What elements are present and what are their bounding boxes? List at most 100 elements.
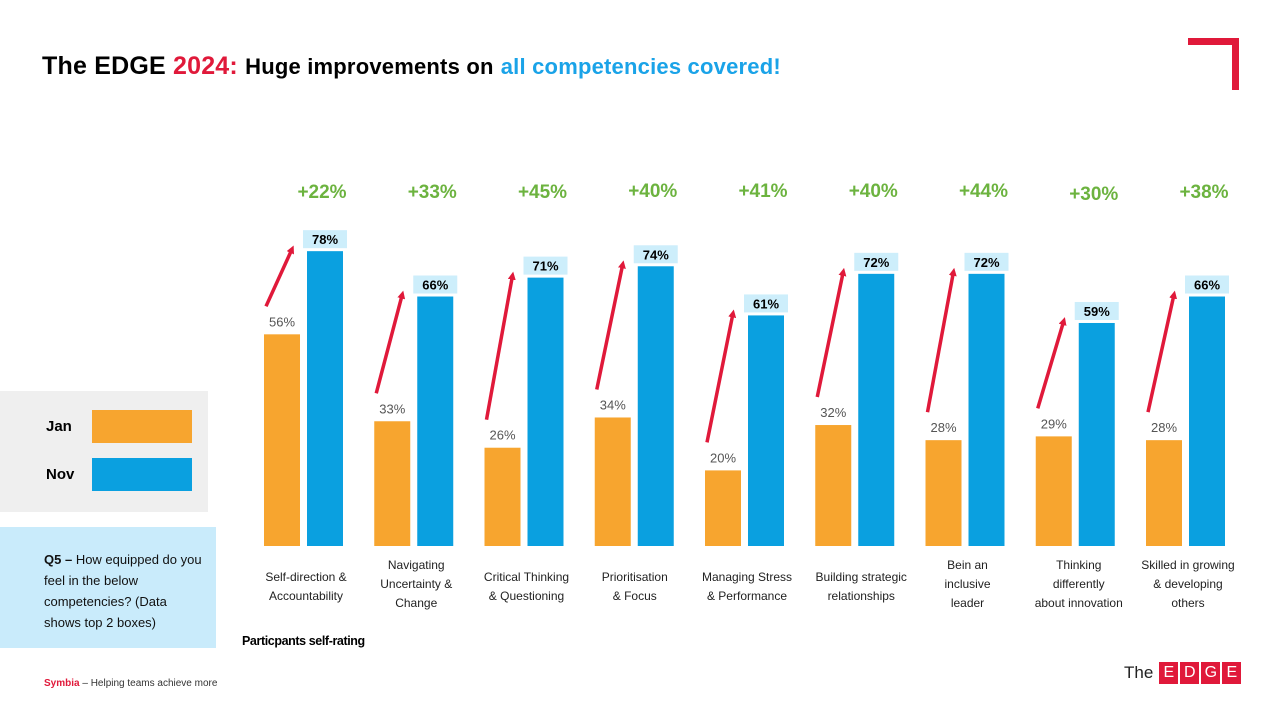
category-label-line: & Performance <box>707 589 787 603</box>
category-label-line: Managing Stress <box>702 570 792 584</box>
value-label-nov: 78% <box>312 232 338 247</box>
bar-nov <box>1078 322 1115 546</box>
category-label: Skilled in growing & developing others <box>1141 558 1234 610</box>
value-label-bg-nov <box>964 252 1009 271</box>
gain-label: +40% <box>849 181 898 202</box>
category-label-line: differently <box>1053 577 1105 591</box>
title-year: 2024: <box>173 52 238 80</box>
footer-brand: Symbia <box>44 678 80 689</box>
legend-jan: Jan <box>0 410 208 444</box>
gain-label: +41% <box>738 181 787 202</box>
logo-letter: G <box>1201 662 1221 684</box>
value-label-jan: 56% <box>269 314 295 329</box>
category-label-line: & Focus <box>613 589 657 603</box>
category-label: Navigating Uncertainty & Change <box>380 558 452 610</box>
improvement-arrow <box>1036 317 1067 409</box>
logo-word: The <box>1124 663 1154 682</box>
bar-nov <box>417 296 454 546</box>
bar-jan <box>815 425 852 546</box>
category-label-line: Self-direction & <box>265 570 346 584</box>
value-label-jan: 26% <box>489 428 515 443</box>
category-label: Self-direction & Accountability <box>265 570 346 603</box>
category-label: Building strategic relationships <box>816 570 907 603</box>
bar-nov <box>1189 296 1225 546</box>
category-label-line: Thinking <box>1056 558 1101 572</box>
category-label-line: & Questioning <box>489 589 564 603</box>
value-label-bg-nov <box>744 294 788 313</box>
value-label-bg-nov <box>1185 275 1229 294</box>
improvement-arrow <box>1146 290 1178 413</box>
gain-label: +38% <box>1179 182 1228 203</box>
value-label-jan: 28% <box>1151 420 1177 435</box>
value-label-jan: 33% <box>379 401 405 416</box>
bar-nov <box>637 266 674 546</box>
category-label-line: Skilled in growing <box>1141 558 1234 572</box>
legend-nov-swatch <box>92 458 192 491</box>
bar-nov <box>527 277 564 546</box>
category-label-line: Accountability <box>269 589 343 603</box>
title-headline: Huge improvements on <box>245 54 494 79</box>
value-label-bg-nov <box>854 252 899 271</box>
legend-jan-label: Jan <box>46 418 72 435</box>
bar-nov <box>307 251 343 546</box>
edge-logo: The E D G E <box>1124 660 1242 686</box>
value-label-jan: 20% <box>710 450 736 465</box>
value-label-nov: 72% <box>863 255 889 270</box>
logo-letter: D <box>1180 662 1200 684</box>
value-label-bg-nov <box>633 245 678 264</box>
value-label-nov: 71% <box>532 259 558 274</box>
self-rating-note: Particpants self-rating <box>242 634 365 648</box>
category-label-line: Bein an <box>947 558 988 572</box>
legend-jan-swatch <box>92 410 192 443</box>
value-label-bg-nov <box>303 230 347 249</box>
bar-jan <box>594 417 631 546</box>
gain-label: +33% <box>408 182 457 203</box>
category-label-line: Building strategic <box>816 570 907 584</box>
improvement-arrow <box>705 309 737 443</box>
category-label-line: Critical Thinking <box>484 570 569 584</box>
title-edge: The EDGE <box>42 52 166 80</box>
value-label-jan: 29% <box>1041 416 1067 431</box>
category-label-line: Uncertainty & <box>380 577 452 591</box>
corner-bracket-decoration <box>1188 38 1239 90</box>
legend-nov-label: Nov <box>46 466 75 483</box>
gain-label: +30% <box>1069 184 1118 205</box>
improvement-arrow <box>484 271 516 421</box>
bar-nov <box>968 273 1005 546</box>
improvement-arrow <box>595 260 626 390</box>
category-label-line: Navigating <box>388 558 445 572</box>
value-label-bg-nov <box>413 275 458 294</box>
improvement-arrow <box>374 290 406 394</box>
question-prefix: Q5 – <box>44 552 73 567</box>
value-label-bg-nov <box>523 256 568 275</box>
page-title: The EDGE 2024: Huge improvements on all … <box>42 52 781 81</box>
bar-jan <box>374 421 411 546</box>
category-label-line: relationships <box>828 589 895 603</box>
category-label-line: & developing <box>1153 577 1222 591</box>
footer-tagline: – Helping teams achieve more <box>82 678 218 689</box>
bar-jan <box>705 470 741 546</box>
category-label: Critical Thinking & Questioning <box>484 570 569 603</box>
bar-nov <box>748 315 784 546</box>
logo-letter: E <box>1159 662 1179 684</box>
value-label-nov: 66% <box>422 278 448 293</box>
value-label-nov: 74% <box>643 247 669 262</box>
category-label-line: about innovation <box>1035 596 1123 610</box>
improvement-arrow <box>264 245 294 308</box>
value-label-nov: 66% <box>1194 278 1220 293</box>
gain-label: +40% <box>628 181 677 202</box>
title-highlight: all competencies covered! <box>500 54 781 79</box>
legend: Jan Nov <box>0 391 208 512</box>
footer: Symbia – Helping teams achieve more <box>44 678 217 689</box>
category-label-line: others <box>1171 596 1204 610</box>
legend-nov: Nov <box>0 458 208 492</box>
value-label-nov: 59% <box>1084 304 1110 319</box>
category-label-line: leader <box>951 596 984 610</box>
category-label-line: Prioritisation <box>602 570 668 584</box>
bar-jan <box>484 447 521 546</box>
bar-jan <box>1035 436 1072 546</box>
category-label: Managing Stress & Performance <box>702 570 792 603</box>
value-label-jan: 32% <box>820 405 846 420</box>
category-label: Thinking differently about innovation <box>1035 558 1123 610</box>
